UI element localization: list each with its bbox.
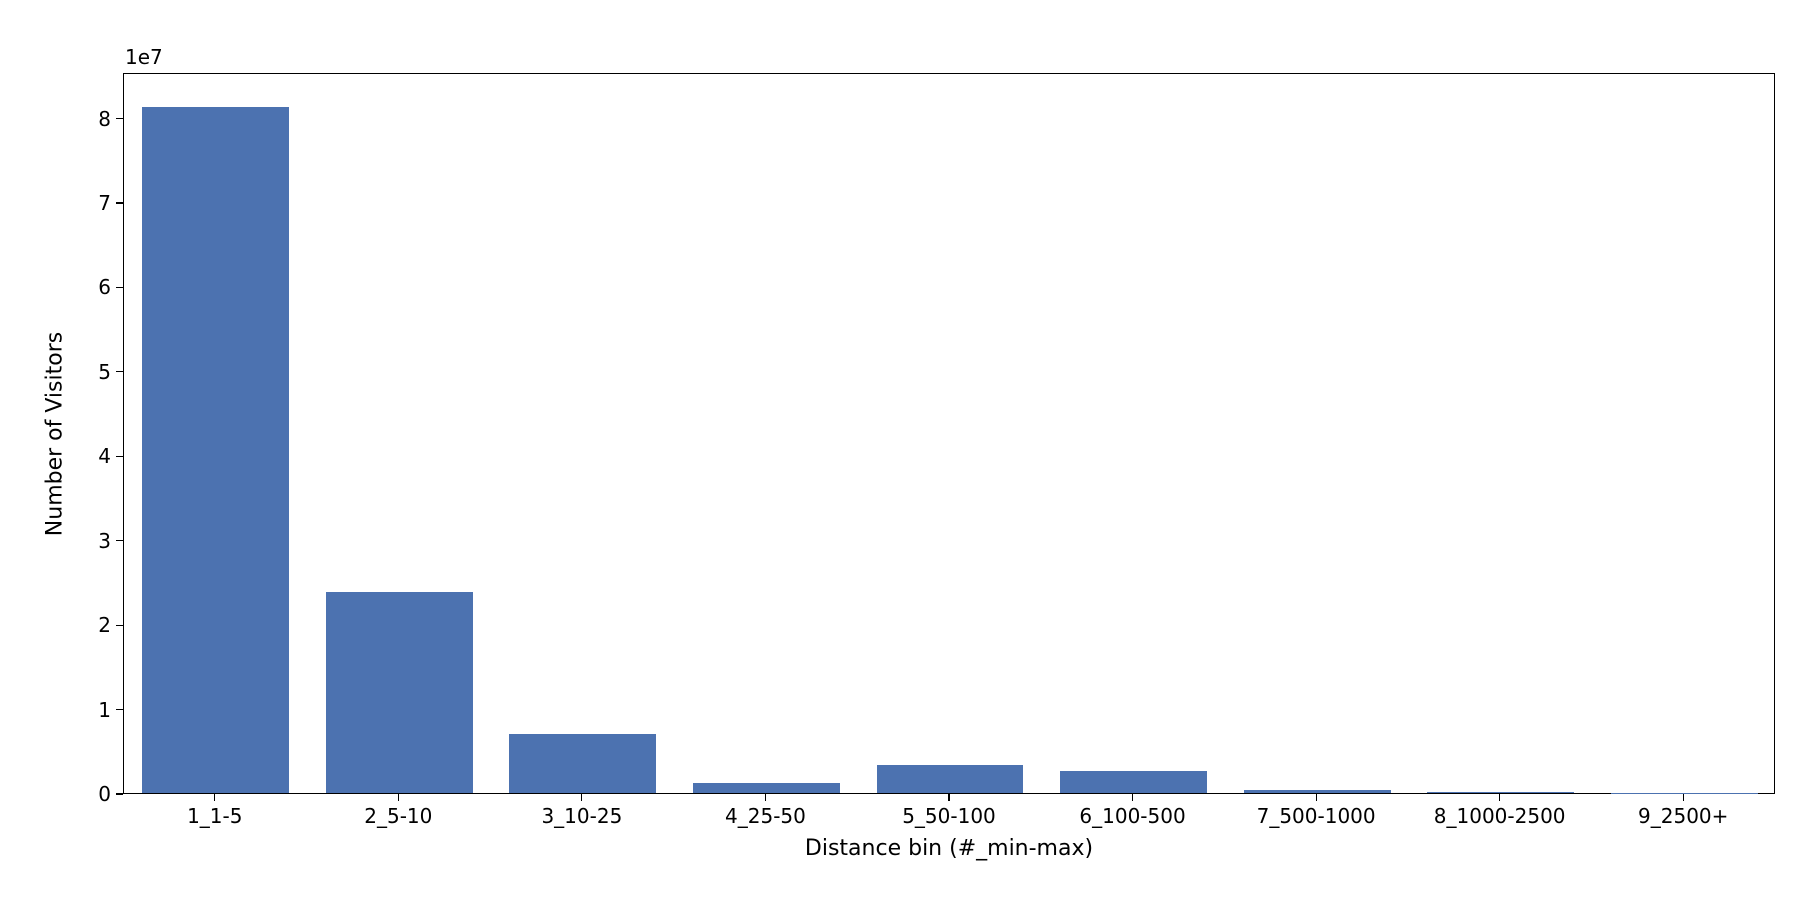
y-tick-label: 0	[98, 782, 111, 806]
y-tick-label: 7	[98, 191, 111, 215]
x-tick-mark	[1132, 794, 1133, 801]
y-tick-mark	[116, 793, 123, 794]
x-tick-mark	[214, 794, 215, 801]
x-tick-mark	[581, 794, 582, 801]
x-axis-label: Distance bin (#_min-max)	[805, 836, 1093, 861]
x-tick-mark	[948, 794, 949, 801]
y-tick-mark	[116, 540, 123, 541]
bar	[509, 734, 656, 793]
plot-area	[123, 73, 1775, 794]
figure: 1e7 Number of Visitors Distance bin (#_m…	[0, 0, 1800, 900]
x-tick-label: 3_10-25	[541, 804, 622, 828]
bar	[693, 783, 840, 793]
x-tick-label: 9_2500+	[1638, 804, 1728, 828]
y-tick-label: 1	[98, 698, 111, 722]
x-tick-label: 5_50-100	[902, 804, 996, 828]
x-tick-label: 4_25-50	[725, 804, 806, 828]
bar	[1427, 792, 1574, 793]
y-tick-label: 8	[98, 107, 111, 131]
x-tick-mark	[398, 794, 399, 801]
y-tick-mark	[116, 202, 123, 203]
x-tick-label: 7_500-1000	[1257, 804, 1376, 828]
y-tick-mark	[116, 287, 123, 288]
y-axis-offset-text: 1e7	[125, 45, 163, 69]
bar	[1244, 790, 1391, 793]
x-tick-label: 8_1000-2500	[1434, 804, 1566, 828]
bar	[142, 107, 289, 793]
y-tick-mark	[116, 625, 123, 626]
y-tick-mark	[116, 371, 123, 372]
y-tick-label: 5	[98, 360, 111, 384]
y-tick-mark	[116, 456, 123, 457]
x-tick-label: 2_5-10	[364, 804, 432, 828]
y-tick-label: 2	[98, 613, 111, 637]
x-tick-mark	[1316, 794, 1317, 801]
bar	[1611, 793, 1758, 794]
y-tick-mark	[116, 709, 123, 710]
y-tick-label: 6	[98, 275, 111, 299]
x-tick-mark	[1683, 794, 1684, 801]
y-tick-label: 4	[98, 444, 111, 468]
bar	[877, 765, 1024, 793]
bar	[1060, 771, 1207, 793]
bar	[326, 592, 473, 793]
y-tick-mark	[116, 118, 123, 119]
y-axis-label: Number of Visitors	[43, 331, 68, 535]
x-tick-mark	[1499, 794, 1500, 801]
x-tick-label: 6_100-500	[1079, 804, 1185, 828]
x-tick-label: 1_1-5	[187, 804, 242, 828]
x-tick-mark	[765, 794, 766, 801]
y-tick-label: 3	[98, 529, 111, 553]
